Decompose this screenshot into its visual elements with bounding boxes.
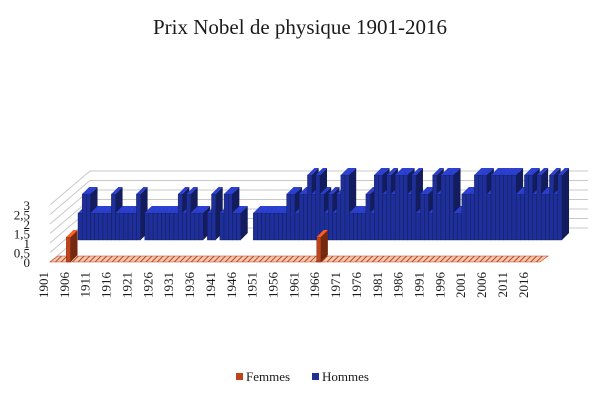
femmes-floor (49, 255, 549, 263)
y-tick-label: 0,5 (14, 246, 30, 261)
bar-hommes-1939 (236, 206, 248, 241)
bar-hommes-2016 (557, 168, 569, 241)
x-tick-label: 1986 (391, 272, 406, 299)
x-tick-label: 1911 (78, 272, 93, 298)
x-tick-label: 2006 (474, 272, 489, 299)
chart-title: Prix Nobel de physique 1901-2016 (153, 15, 447, 39)
x-tick-label: 1966 (307, 272, 322, 299)
x-tick-label: 1921 (119, 272, 134, 298)
y-tick-label: 3 (24, 198, 31, 213)
x-tick-label: 1931 (161, 272, 176, 298)
x-tick-label: 1981 (370, 272, 385, 298)
x-tick-label: 1971 (328, 272, 343, 298)
x-tick-label: 1906 (57, 272, 72, 299)
legend-item-hommes: Hommes (312, 369, 369, 384)
legend-item-femmes: Femmes (236, 369, 290, 384)
x-tick-label: 1936 (182, 272, 197, 299)
x-tick-label: 1961 (286, 272, 301, 298)
y-tick-label: 1,5 (14, 227, 30, 242)
axis-floor (49, 255, 549, 263)
x-axis-ticks: 1901 1906 1911 1916 1921 1926 1931 1936 1941 1946… (36, 272, 531, 299)
x-tick-label: 1946 (224, 272, 239, 299)
x-tick-label: 1916 (99, 272, 114, 299)
x-tick-label: 1991 (412, 272, 427, 298)
y-tick-label: 2 (24, 217, 31, 232)
x-tick-label: 1996 (432, 272, 447, 299)
x-tick-label: 2016 (516, 272, 531, 299)
x-tick-label: 2001 (453, 272, 468, 298)
x-tick-label: 1901 (36, 272, 51, 298)
x-tick-label: 1926 (140, 272, 155, 299)
legend-label: Hommes (322, 369, 369, 384)
bar-femmes-1963 (316, 230, 328, 263)
y-axis-ticks: 00,511,522,53 (14, 198, 30, 270)
y-tick-label: 2,5 (14, 208, 30, 223)
y-tick-label: 1 (24, 236, 31, 251)
x-tick-label: 1941 (203, 272, 218, 298)
x-tick-label: 1956 (265, 272, 280, 299)
legend: Femmes Hommes (236, 369, 369, 384)
legend-label: Femmes (246, 369, 290, 384)
x-tick-label: 1951 (245, 272, 260, 298)
bars (66, 168, 569, 263)
x-tick-label: 1976 (349, 272, 364, 299)
y-tick-label: 0 (24, 255, 31, 270)
x-tick-label: 2011 (495, 272, 510, 298)
bar-femmes-1903 (66, 230, 78, 263)
